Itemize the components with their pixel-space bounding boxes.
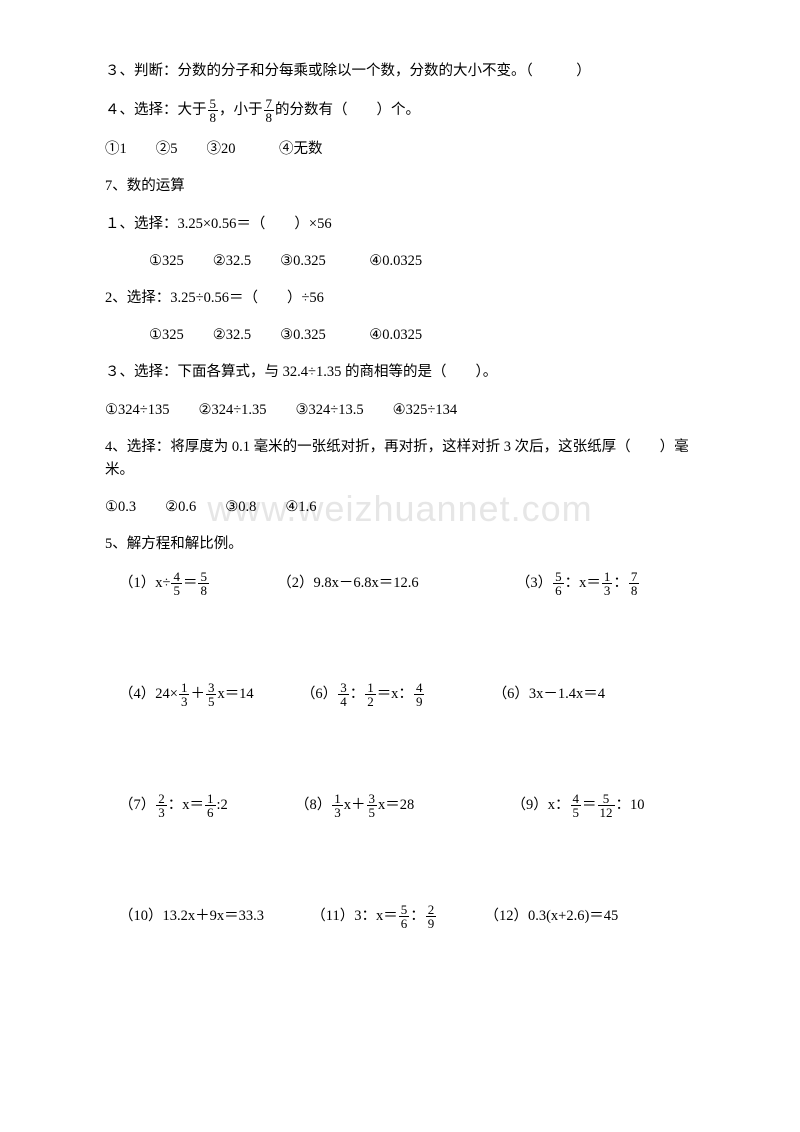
eq7-a: （7） — [119, 797, 155, 813]
fraction-1-2: 12 — [365, 681, 376, 708]
eq6a-b: ： — [350, 686, 365, 702]
fraction-7-8: 78 — [264, 97, 275, 124]
equation-row-4: （10）13.2x＋9x＝33.3 （11）3：x＝56：29 （12）0.3(… — [105, 903, 705, 930]
question-7-2-options: ①325 ②32.5 ③0.325 ④0.0325 — [105, 324, 705, 347]
eq3: （3）56：x＝13：78 — [516, 575, 641, 591]
heading-7: 7、数的运算 — [105, 175, 705, 198]
eq4: （4）24×13＋35x＝14 — [119, 686, 257, 702]
fraction-1-6: 16 — [205, 792, 216, 819]
eq7: （7）23：x＝16:2 — [119, 797, 231, 813]
eq10: （10）13.2x＋9x＝33.3 — [119, 908, 264, 924]
eq3-b: ：x＝ — [565, 575, 601, 591]
eq9-a: （9）x： — [512, 797, 570, 813]
eq3-a: （3） — [516, 575, 552, 591]
eq6a-c: ＝x： — [377, 686, 413, 702]
fraction-1-3b: 13 — [179, 681, 190, 708]
eq9-b: ＝ — [582, 797, 597, 813]
q4-text-b: ，小于 — [219, 102, 263, 118]
question-7-4: 4、选择：将厚度为 0.1 毫米的一张纸对折，再对折，这样对折 3 次后，这张纸… — [105, 436, 705, 482]
eq4-a: （4）24× — [119, 686, 178, 702]
fraction-5-8: 58 — [208, 97, 219, 124]
fraction-1-3: 13 — [602, 570, 613, 597]
equation-row-2: （4）24×13＋35x＝14 （6）34：12＝x：49 （6）3x－1.4x… — [105, 681, 705, 708]
eq6a-a: （6） — [301, 686, 337, 702]
eq1-b: ＝ — [183, 575, 198, 591]
question-7-1: １、选择：3.25×0.56＝（ ）×56 — [105, 213, 705, 236]
eq4-c: x＝14 — [217, 686, 253, 702]
fraction-3-5: 35 — [206, 681, 217, 708]
eq7-c: :2 — [217, 797, 228, 813]
question-7-3: ３、选择：下面各算式，与 32.4÷1.35 的商相等的是（ ）。 — [105, 361, 705, 384]
question-7-2: 2、选择：3.25÷0.56＝（ ）÷56 — [105, 287, 705, 310]
eq6b: （6）3x－1.4x＝4 — [493, 686, 605, 702]
question-4: ４、选择：大于58，小于78的分数有（ ）个。 — [105, 97, 705, 124]
eq3-c: ： — [613, 575, 628, 591]
fraction-5-8b: 58 — [198, 570, 209, 597]
eq4-b: ＋ — [190, 686, 205, 702]
eq11: （11）3：x＝56：29 — [311, 908, 441, 924]
fraction-2-3: 23 — [156, 792, 167, 819]
fraction-5-6b: 56 — [399, 903, 410, 930]
q4-text-c: 的分数有（ ）个。 — [275, 102, 420, 118]
eq2: （2）9.8x－6.8x＝12.6 — [277, 575, 418, 591]
fraction-4-5b: 45 — [571, 792, 582, 819]
fraction-2-9: 29 — [426, 903, 437, 930]
eq11-a: （11）3：x＝ — [311, 908, 397, 924]
fraction-4-9: 49 — [414, 681, 425, 708]
question-7-5: 5、解方程和解比例。 — [105, 533, 705, 556]
question-7-1-options: ①325 ②32.5 ③0.325 ④0.0325 — [105, 250, 705, 273]
equation-row-3: （7）23：x＝16:2 （8）13x＋35x＝28 （9）x：45＝512：1… — [105, 792, 705, 819]
fraction-7-8b: 78 — [629, 570, 640, 597]
q4-text-a: ４、选择：大于 — [105, 102, 207, 118]
eq12: （12）0.3(x+2.6)＝45 — [484, 908, 618, 924]
eq7-b: ：x＝ — [168, 797, 204, 813]
fraction-5-6: 56 — [553, 570, 564, 597]
eq9-c: ：10 — [616, 797, 645, 813]
eq11-b: ： — [410, 908, 425, 924]
equation-row-1: （1）x÷45＝58 （2）9.8x－6.8x＝12.6 （3）56：x＝13：… — [105, 570, 705, 597]
eq9: （9）x：45＝512：10 — [512, 797, 645, 813]
eq8-b: x＋ — [344, 797, 366, 813]
eq8-c: x＝28 — [378, 797, 414, 813]
eq1-a: （1）x÷ — [119, 575, 170, 591]
fraction-3-4: 34 — [338, 681, 349, 708]
fraction-4-5: 45 — [171, 570, 182, 597]
fraction-1-3c: 13 — [332, 792, 343, 819]
question-7-4-options: ①0.3 ②0.6 ③0.8 ④1.6 — [105, 496, 705, 519]
eq6a: （6）34：12＝x：49 — [301, 686, 429, 702]
question-7-3-options: ①324÷135 ②324÷1.35 ③324÷13.5 ④325÷134 — [105, 399, 705, 422]
eq8-a: （8） — [295, 797, 331, 813]
eq1: （1）x÷45＝58 — [119, 575, 214, 591]
question-3: ３、判断：分数的分子和分每乘或除以一个数，分数的大小不变。（ ） — [105, 60, 705, 83]
eq8: （8）13x＋35x＝28 — [295, 797, 418, 813]
document-content: ３、判断：分数的分子和分每乘或除以一个数，分数的大小不变。（ ） ４、选择：大于… — [105, 60, 705, 930]
fraction-5-12: 512 — [598, 792, 615, 819]
fraction-3-5b: 35 — [367, 792, 378, 819]
question-4-options: ①1 ②5 ③20 ④无数 — [105, 138, 705, 161]
